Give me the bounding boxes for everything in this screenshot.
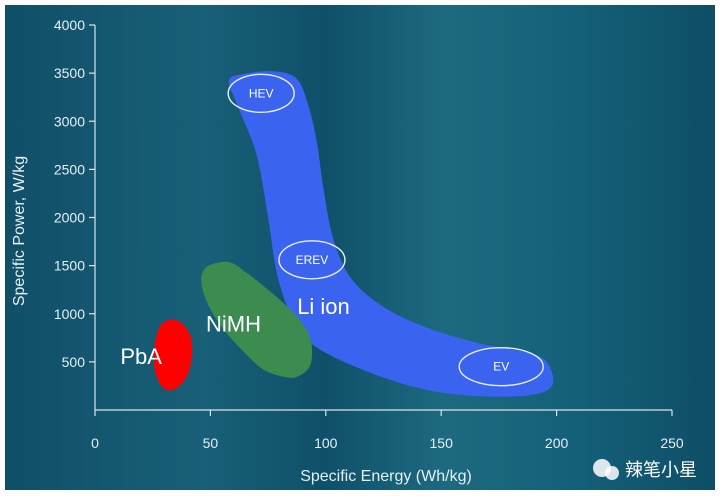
y-tick-label: 2000 [54,210,85,226]
y-tick-label: 3000 [54,113,85,129]
annotation-ellipse-ev [458,346,544,387]
chart-background [5,5,715,490]
axes: 500 1000 1500 2000 2500 3000 3500 4000 0 50 100 150… [54,17,684,451]
annotation-ellipse-hev [227,73,295,114]
region-li-ion [228,71,554,397]
annotation-label-erev: EREV [296,253,329,267]
x-axis-label: Specific Energy (Wh/kg) [300,468,472,485]
watermark-text: 辣笔小星 [625,460,697,480]
annotation-label-hev: HEV [249,86,274,100]
y-tick-label: 1500 [54,258,85,274]
y-tick-label: 1000 [54,306,85,322]
watermark: 辣笔小星 [593,459,697,480]
region-pba [153,319,193,391]
y-axis-label: Specific Power, W/kg [11,156,28,306]
x-tick-label: 50 [203,435,219,451]
annotation-label-ev: EV [493,360,509,374]
annotation-ellipse-erev [278,240,346,280]
wechat-bubble-icon [605,466,619,480]
region-nimh [201,261,313,378]
region-label-pba: PbA [120,344,162,369]
y-tick-label: 2500 [54,161,85,177]
region-label-li-ion: Li ion [297,294,350,319]
region-label-nimh: NiMH [206,311,261,336]
y-tick-label: 3500 [54,65,85,81]
y-tick-label: 500 [62,354,86,370]
x-tick-label: 150 [430,435,454,451]
y-tick-label: 4000 [54,17,85,33]
x-tick-label: 100 [314,435,338,451]
x-tick-label: 250 [660,435,684,451]
plot-area: HEV EREV EV PbA NiMH Li ion [120,71,554,397]
x-tick-label: 200 [545,435,569,451]
x-tick-label: 0 [91,435,99,451]
